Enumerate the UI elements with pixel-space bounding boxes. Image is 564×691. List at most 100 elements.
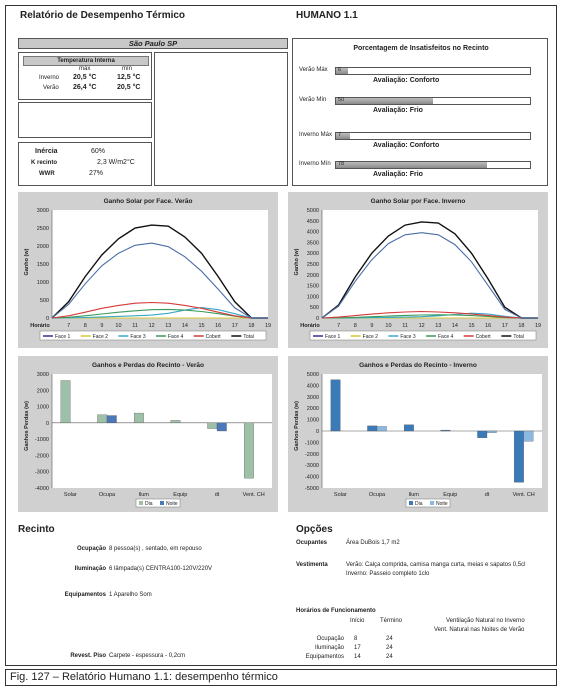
y-tick-label: -1000 xyxy=(305,440,319,446)
temperature-header: Temperatura Interna xyxy=(23,56,149,66)
properties-box: Inércia 60% K recinto 2,3 W/m2°C WWR 27% xyxy=(18,142,152,186)
legend xyxy=(309,330,537,341)
y-axis-label: Ganho (w) xyxy=(24,248,30,275)
bar xyxy=(207,422,218,429)
property-value: 27% xyxy=(89,170,104,177)
horario-label: Iluminação xyxy=(314,645,344,651)
x-tick-label: 15 xyxy=(198,323,204,329)
y-tick-label: 1000 xyxy=(37,280,49,286)
dissatisfied-title: Porcentagem de Insatisfeitos no Recinto xyxy=(353,45,489,52)
chart-title: Ganho Solar por Face. Verão xyxy=(104,198,193,205)
series-line xyxy=(321,221,538,319)
legend-entry: Face 4 xyxy=(168,334,184,340)
evaluation-text: Avaliação: Frio xyxy=(373,171,423,178)
col-min: mín xyxy=(122,66,133,72)
vestimenta-label: Vestimenta xyxy=(296,562,328,568)
x-tick-label: 10 xyxy=(115,323,121,329)
ocupantes-value: Área DuBois 1,7 m2 xyxy=(346,540,400,546)
x-tick-label: 16 xyxy=(485,323,491,329)
legend-entry: Face 4 xyxy=(438,334,454,340)
y-tick-label: -2000 xyxy=(305,452,319,458)
model-name: HUMANO 1.1 xyxy=(296,10,358,21)
recinto-title: Recinto xyxy=(18,524,55,535)
bar xyxy=(477,430,488,438)
bar-value: 78 xyxy=(338,161,345,167)
x-tick-label: 14 xyxy=(452,323,458,329)
y-tick-label: -3000 xyxy=(305,463,319,469)
dissatisfied-label: Inverno Mín xyxy=(299,161,331,167)
y-tick-label: 3500 xyxy=(307,240,319,246)
bar xyxy=(170,420,181,424)
legend-swatch xyxy=(160,501,164,505)
empty-panel xyxy=(154,52,288,186)
y-tick-label: 0 xyxy=(46,316,49,322)
category-label: Vent. CH xyxy=(243,492,265,498)
y-tick-label: 4000 xyxy=(307,230,319,236)
y-axis-label: Ganhos Perdas (w) xyxy=(294,401,300,451)
chart-balance-winter: Ganhos e Perdas do Recinto - Inverno Ganh… xyxy=(288,356,548,512)
bar xyxy=(243,422,254,479)
col-inicio: Início xyxy=(350,618,365,624)
legend-entry: Face 3 xyxy=(130,334,146,340)
bar xyxy=(440,429,451,432)
horario-termino: 24 xyxy=(386,645,393,651)
bar xyxy=(486,430,497,433)
bar xyxy=(60,380,71,424)
bar xyxy=(330,379,341,432)
property-value: 60% xyxy=(91,148,106,155)
x-tick-label: 19 xyxy=(265,323,271,329)
y-tick-label: -1000 xyxy=(35,437,49,443)
bar-fill xyxy=(336,133,350,139)
y-tick-label: 2000 xyxy=(307,273,319,279)
x-tick-label: 19 xyxy=(535,323,541,329)
col-termino: Término xyxy=(380,618,403,624)
y-tick-label: -4000 xyxy=(305,475,319,481)
y-tick-label: 0 xyxy=(316,316,319,322)
property-value: 2,3 W/m2°C xyxy=(97,159,135,166)
x-tick-label: 14 xyxy=(182,323,188,329)
y-tick-label: 1000 xyxy=(307,294,319,300)
report-title: Relatório de Desempenho Térmico xyxy=(20,10,186,21)
temperature-box: Temperatura Interna máx mín Inverno 20,5… xyxy=(18,52,152,100)
ocupantes-label: Ocupantes xyxy=(296,540,328,546)
bar-fill xyxy=(336,68,348,74)
y-tick-label: 1000 xyxy=(307,418,319,424)
category-label: Ocupa xyxy=(99,492,116,498)
x-tick-label: 16 xyxy=(215,323,221,329)
horario-termino: 24 xyxy=(386,636,393,642)
dissatisfied-label: Verão Máx xyxy=(299,67,328,73)
ventilacao-line: Vent. Natural nas Noites de Verão xyxy=(434,627,525,633)
bar-value: 50 xyxy=(338,97,345,103)
x-tick-label: 12 xyxy=(419,323,425,329)
evaluation-text: Avaliação: Frio xyxy=(373,107,423,114)
y-tick-label: -4000 xyxy=(35,486,49,492)
city-bar: São Paulo SP xyxy=(18,38,288,49)
vestimenta-line: Verão: Calça comprida, camisa manga curt… xyxy=(346,562,526,568)
x-tick-label: 9 xyxy=(100,323,103,329)
value-min: 12,5 °C xyxy=(117,74,141,81)
plot-area xyxy=(52,210,268,318)
bar xyxy=(376,426,387,432)
category-label: Ocupa xyxy=(369,492,386,498)
legend-entry: Dia xyxy=(415,501,423,507)
series-line xyxy=(51,307,268,319)
plot-area xyxy=(52,374,272,488)
y-axis-label: Ganhos Perdas (w) xyxy=(24,401,30,451)
property-label: K recinto xyxy=(31,160,58,166)
legend-entry: Noite xyxy=(436,501,448,507)
legend-entry: Cobert xyxy=(476,334,492,340)
bar xyxy=(216,422,227,432)
horario-label: Equipamentos xyxy=(305,654,344,660)
y-tick-label: 3000 xyxy=(37,372,49,378)
legend-swatch xyxy=(139,501,143,505)
x-tick-label: 11 xyxy=(132,323,138,329)
x-tick-label: 13 xyxy=(435,323,441,329)
legend-entry: Noite xyxy=(166,501,178,507)
bar xyxy=(367,425,378,432)
legend xyxy=(39,330,267,341)
y-tick-label: 5000 xyxy=(307,372,319,378)
bar-fill xyxy=(336,98,433,104)
series-line xyxy=(51,301,268,319)
y-tick-label: 0 xyxy=(316,429,319,435)
series-line xyxy=(321,310,538,319)
